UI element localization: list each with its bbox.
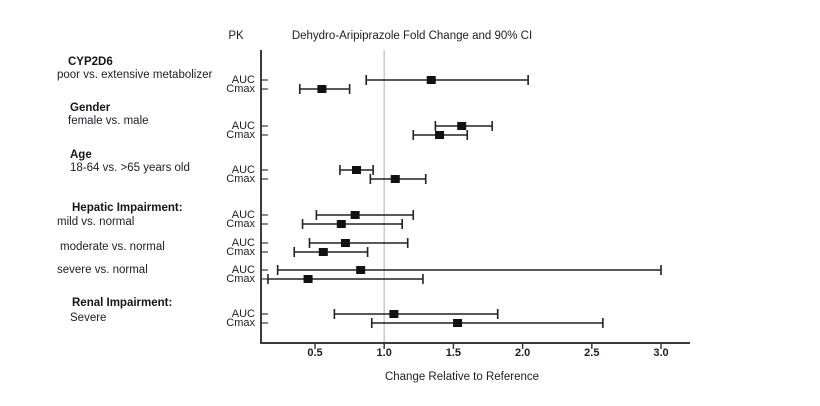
group-subheading: poor vs. extensive metabolizer — [57, 69, 213, 81]
estimate-marker — [426, 76, 436, 84]
x-tick-label: 0.5 — [307, 347, 323, 359]
row-label: Cmax — [226, 173, 255, 185]
row-label: AUC — [231, 237, 255, 249]
group-subheading: 18-64 vs. >65 years old — [70, 162, 190, 174]
estimate-marker — [318, 248, 328, 256]
group-heading: Age — [70, 149, 92, 161]
x-tick-label: 1.5 — [445, 347, 462, 359]
x-tick-label: 1.0 — [376, 347, 392, 359]
group-subheading: severe vs. normal — [57, 264, 148, 276]
estimate-marker — [336, 220, 346, 228]
x-axis-title: Change Relative to Reference — [384, 371, 540, 383]
group-subheading: Severe — [70, 312, 107, 324]
row-label: AUC — [231, 120, 255, 132]
row-label: Cmax — [226, 129, 255, 141]
row-label: AUC — [231, 264, 255, 276]
estimate-marker — [352, 166, 362, 174]
row-label: AUC — [231, 164, 255, 176]
estimate-marker — [356, 266, 366, 274]
group-heading: CYP2D6 — [68, 56, 113, 68]
row-label: Cmax — [226, 83, 255, 95]
row-label: AUC — [231, 74, 255, 86]
row-label: AUC — [231, 308, 255, 320]
group-subheading: mild vs. normal — [57, 216, 135, 228]
group-subheading: female vs. male — [68, 115, 149, 127]
estimate-marker — [389, 310, 399, 318]
estimate-marker — [340, 239, 350, 247]
row-label: Cmax — [226, 246, 255, 258]
estimate-marker — [350, 211, 360, 219]
estimate-marker — [457, 122, 467, 130]
estimate-marker — [303, 275, 313, 283]
row-label: Cmax — [226, 273, 255, 285]
chart-title: Dehydro-Aripiprazole Fold Change and 90%… — [291, 30, 533, 42]
pk-column-header: PK — [228, 30, 244, 42]
group-heading: Renal Impairment: — [72, 297, 173, 309]
estimate-marker — [317, 85, 327, 93]
estimate-marker — [453, 319, 463, 327]
group-heading: Hepatic Impairment: — [72, 202, 183, 214]
row-label: Cmax — [226, 317, 255, 329]
estimate-marker — [390, 175, 400, 183]
x-tick-label: 2.5 — [584, 347, 600, 359]
row-label: AUC — [231, 209, 255, 221]
group-heading: Gender — [70, 102, 111, 114]
group-subheading: moderate vs. normal — [60, 241, 165, 253]
x-tick-label: 2.0 — [514, 347, 531, 359]
x-tick-label: 3.0 — [653, 347, 669, 359]
row-label: Cmax — [226, 218, 255, 230]
estimate-marker — [435, 131, 445, 139]
